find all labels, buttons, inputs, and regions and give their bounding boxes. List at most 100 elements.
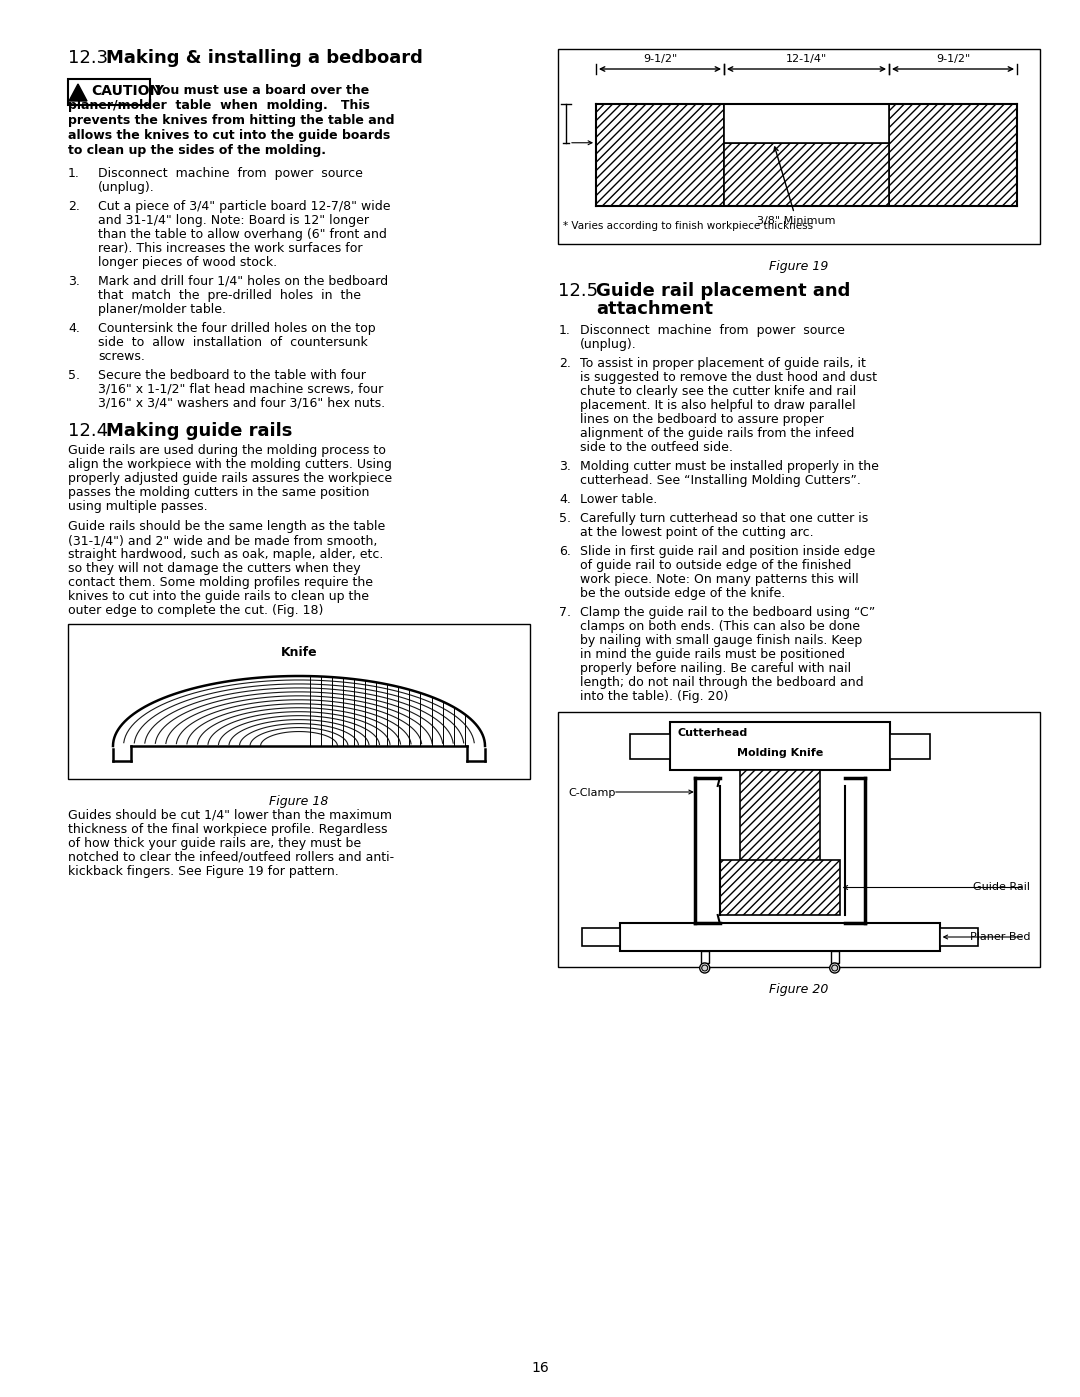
- Text: Cut a piece of 3/4" particle board 12-7/8" wide: Cut a piece of 3/4" particle board 12-7/…: [98, 200, 391, 212]
- Text: (31-1/4") and 2" wide and be made from smooth,: (31-1/4") and 2" wide and be made from s…: [68, 534, 377, 548]
- Text: Guide rails are used during the molding process to: Guide rails are used during the molding …: [68, 444, 386, 457]
- Text: so they will not damage the cutters when they: so they will not damage the cutters when…: [68, 562, 361, 576]
- Text: Guide rails should be the same length as the table: Guide rails should be the same length as…: [68, 520, 386, 534]
- Text: allows the knives to cut into the guide boards: allows the knives to cut into the guide …: [68, 129, 390, 142]
- Text: Disconnect  machine  from  power  source: Disconnect machine from power source: [580, 324, 845, 337]
- Text: 2.: 2.: [68, 200, 80, 212]
- Text: * Varies according to finish workpiece thickness: * Varies according to finish workpiece t…: [563, 221, 813, 231]
- Text: 1.: 1.: [559, 324, 571, 337]
- Text: 6.: 6.: [559, 545, 571, 557]
- Text: Cutterhead: Cutterhead: [678, 728, 748, 738]
- Text: planer/molder table.: planer/molder table.: [98, 303, 226, 316]
- Text: passes the molding cutters in the same position: passes the molding cutters in the same p…: [68, 486, 369, 499]
- Text: Knife: Knife: [281, 645, 318, 659]
- Bar: [68, 624, 530, 780]
- Text: Secure the bedboard to the table with four: Secure the bedboard to the table with fo…: [98, 369, 366, 381]
- Bar: [582, 928, 620, 946]
- Text: longer pieces of wood stock.: longer pieces of wood stock.: [98, 256, 278, 270]
- Text: by nailing with small gauge finish nails. Keep: by nailing with small gauge finish nails…: [580, 634, 862, 647]
- Text: 12-1/4": 12-1/4": [786, 54, 827, 64]
- Bar: [719, 861, 840, 915]
- Text: 1.: 1.: [68, 168, 80, 180]
- Bar: [620, 923, 940, 951]
- Text: 3/16" x 1-1/2" flat head machine screws, four: 3/16" x 1-1/2" flat head machine screws,…: [98, 383, 383, 395]
- Text: 12.4: 12.4: [68, 422, 108, 440]
- Text: be the outside edge of the knife.: be the outside edge of the knife.: [580, 587, 785, 599]
- Text: Figure 20: Figure 20: [769, 983, 828, 996]
- Text: that  match  the  pre-drilled  holes  in  the: that match the pre-drilled holes in the: [98, 289, 361, 302]
- Text: Mark and drill four 1/4" holes on the bedboard: Mark and drill four 1/4" holes on the be…: [98, 275, 388, 288]
- Circle shape: [832, 965, 838, 971]
- Text: rear). This increases the work surfaces for: rear). This increases the work surfaces …: [98, 242, 363, 256]
- Text: Clamp the guide rail to the bedboard using “C”: Clamp the guide rail to the bedboard usi…: [580, 606, 875, 619]
- Bar: [670, 722, 890, 770]
- Text: Molding Knife: Molding Knife: [737, 749, 823, 759]
- Bar: [630, 733, 670, 759]
- Text: Figure 19: Figure 19: [769, 260, 828, 272]
- Text: Guide Rail: Guide Rail: [973, 883, 1030, 893]
- Text: properly before nailing. Be careful with nail: properly before nailing. Be careful with…: [580, 662, 851, 675]
- Bar: [831, 951, 839, 963]
- Text: To assist in proper placement of guide rails, it: To assist in proper placement of guide r…: [580, 358, 866, 370]
- Text: and 31-1/4" long. Note: Board is 12" longer: and 31-1/4" long. Note: Board is 12" lon…: [98, 214, 369, 226]
- Text: side  to  allow  installation  of  countersunk: side to allow installation of countersun…: [98, 337, 368, 349]
- Text: into the table). (Fig. 20): into the table). (Fig. 20): [580, 690, 728, 703]
- Text: thickness of the final workpiece profile. Regardless: thickness of the final workpiece profile…: [68, 823, 388, 835]
- Text: outer edge to complete the cut. (Fig. 18): outer edge to complete the cut. (Fig. 18…: [68, 604, 323, 617]
- Text: Guides should be cut 1/4" lower than the maximum: Guides should be cut 1/4" lower than the…: [68, 809, 392, 821]
- Text: placement. It is also helpful to draw parallel: placement. It is also helpful to draw pa…: [580, 400, 855, 412]
- Text: prevents the knives from hitting the table and: prevents the knives from hitting the tab…: [68, 115, 394, 127]
- Text: 12.5: 12.5: [558, 282, 598, 300]
- Text: clamps on both ends. (This can also be done: clamps on both ends. (This can also be d…: [580, 620, 860, 633]
- Text: CAUTION: CAUTION: [91, 84, 161, 98]
- Bar: [724, 142, 889, 205]
- Text: !: !: [76, 89, 80, 99]
- Text: Slide in first guide rail and position inside edge: Slide in first guide rail and position i…: [580, 545, 875, 557]
- Text: 16: 16: [531, 1361, 549, 1375]
- Bar: [940, 928, 977, 946]
- Text: is suggested to remove the dust hood and dust: is suggested to remove the dust hood and…: [580, 372, 877, 384]
- Text: 3/16" x 3/4" washers and four 3/16" hex nuts.: 3/16" x 3/4" washers and four 3/16" hex …: [98, 397, 386, 409]
- Text: side to the outfeed side.: side to the outfeed side.: [580, 441, 733, 454]
- Text: work piece. Note: On many patterns this will: work piece. Note: On many patterns this …: [580, 573, 859, 585]
- Text: 4.: 4.: [559, 493, 571, 506]
- Text: 5.: 5.: [68, 369, 80, 381]
- Bar: [68, 80, 150, 105]
- Text: attachment: attachment: [596, 300, 713, 319]
- Text: Lower table.: Lower table.: [580, 493, 658, 506]
- Text: Guide rail placement and: Guide rail placement and: [596, 282, 850, 300]
- Text: properly adjusted guide rails assures the workpiece: properly adjusted guide rails assures th…: [68, 472, 392, 485]
- Text: alignment of the guide rails from the infeed: alignment of the guide rails from the in…: [580, 427, 854, 440]
- Text: to clean up the sides of the molding.: to clean up the sides of the molding.: [68, 144, 326, 156]
- Bar: [558, 712, 1040, 967]
- Text: align the workpiece with the molding cutters. Using: align the workpiece with the molding cut…: [68, 458, 392, 471]
- Text: kickback fingers. See Figure 19 for pattern.: kickback fingers. See Figure 19 for patt…: [68, 865, 339, 877]
- Text: 7.: 7.: [559, 606, 571, 619]
- Text: Making & installing a bedboard: Making & installing a bedboard: [106, 49, 423, 67]
- Text: Molding cutter must be installed properly in the: Molding cutter must be installed properl…: [580, 460, 879, 474]
- Text: 3.: 3.: [559, 460, 571, 474]
- Text: screws.: screws.: [98, 351, 145, 363]
- Text: lines on the bedboard to assure proper: lines on the bedboard to assure proper: [580, 414, 824, 426]
- Bar: [740, 770, 820, 880]
- Text: Carefully turn cutterhead so that one cutter is: Carefully turn cutterhead so that one cu…: [580, 511, 868, 525]
- Text: 12.3: 12.3: [68, 49, 108, 67]
- Text: of how thick your guide rails are, they must be: of how thick your guide rails are, they …: [68, 837, 361, 849]
- Text: cutterhead. See “Installing Molding Cutters”.: cutterhead. See “Installing Molding Cutt…: [580, 474, 861, 488]
- Text: (unplug).: (unplug).: [98, 182, 154, 194]
- Text: planer/molder  table  when  molding.   This: planer/molder table when molding. This: [68, 99, 369, 112]
- Text: Making guide rails: Making guide rails: [106, 422, 293, 440]
- Text: straight hardwood, such as oak, maple, alder, etc.: straight hardwood, such as oak, maple, a…: [68, 548, 383, 562]
- Text: (unplug).: (unplug).: [580, 338, 637, 351]
- Text: using multiple passes.: using multiple passes.: [68, 500, 207, 513]
- Bar: [596, 103, 724, 205]
- Circle shape: [700, 963, 710, 972]
- Text: at the lowest point of the cutting arc.: at the lowest point of the cutting arc.: [580, 527, 813, 539]
- Text: Figure 18: Figure 18: [269, 795, 328, 807]
- Bar: [889, 103, 1017, 205]
- Text: C-Clamp: C-Clamp: [568, 788, 616, 798]
- Text: 2.: 2.: [559, 358, 571, 370]
- Text: 9-1/2": 9-1/2": [936, 54, 970, 64]
- Text: in mind the guide rails must be positioned: in mind the guide rails must be position…: [580, 648, 845, 661]
- Text: than the table to allow overhang (6" front and: than the table to allow overhang (6" fro…: [98, 228, 387, 242]
